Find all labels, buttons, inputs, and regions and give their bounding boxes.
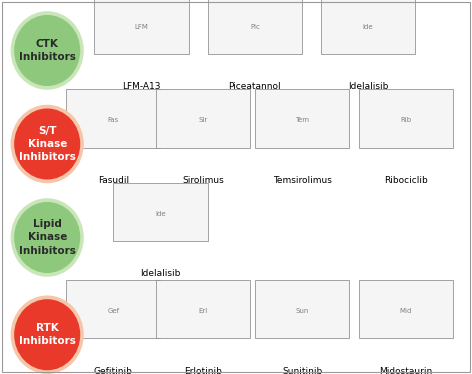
Text: Rib: Rib — [400, 117, 412, 123]
FancyBboxPatch shape — [66, 89, 160, 148]
Text: Ide: Ide — [363, 24, 373, 30]
Text: Fas: Fas — [108, 117, 119, 123]
Text: Temsirolimus: Temsirolimus — [273, 176, 331, 185]
Text: Tem: Tem — [295, 117, 309, 123]
Text: Gef: Gef — [107, 308, 119, 314]
Text: Mid: Mid — [400, 308, 412, 314]
Text: Midostaurin: Midostaurin — [379, 367, 432, 374]
Ellipse shape — [14, 299, 80, 370]
FancyBboxPatch shape — [94, 0, 189, 54]
Ellipse shape — [10, 198, 84, 277]
Ellipse shape — [10, 295, 84, 374]
Text: Erl: Erl — [198, 308, 208, 314]
FancyBboxPatch shape — [359, 89, 453, 148]
Ellipse shape — [14, 108, 80, 180]
Text: Erlotinib: Erlotinib — [184, 367, 222, 374]
Text: CTK
Inhibitors: CTK Inhibitors — [19, 39, 76, 62]
Text: Lipid
Kinase
Inhibitors: Lipid Kinase Inhibitors — [19, 219, 76, 256]
FancyBboxPatch shape — [208, 0, 302, 54]
Ellipse shape — [14, 202, 80, 273]
FancyBboxPatch shape — [255, 89, 349, 148]
Text: LFM: LFM — [135, 24, 149, 30]
Text: Sir: Sir — [198, 117, 208, 123]
Text: Ide: Ide — [155, 211, 166, 217]
Text: Sun: Sun — [295, 308, 309, 314]
Text: Piceatannol: Piceatannol — [228, 82, 281, 91]
Text: Gefitinib: Gefitinib — [94, 367, 133, 374]
Text: Idelalisib: Idelalisib — [140, 269, 181, 278]
Text: Ribociclib: Ribociclib — [384, 176, 428, 185]
FancyBboxPatch shape — [359, 280, 453, 338]
FancyBboxPatch shape — [255, 280, 349, 338]
FancyBboxPatch shape — [321, 0, 415, 54]
Ellipse shape — [14, 15, 80, 86]
Text: Idelalisib: Idelalisib — [348, 82, 388, 91]
Text: RTK
Inhibitors: RTK Inhibitors — [19, 323, 76, 346]
Text: Sirolimus: Sirolimus — [182, 176, 224, 185]
Text: S/T
Kinase
Inhibitors: S/T Kinase Inhibitors — [19, 126, 76, 162]
FancyBboxPatch shape — [156, 89, 250, 148]
Text: Fasudil: Fasudil — [98, 176, 129, 185]
FancyBboxPatch shape — [66, 280, 160, 338]
Text: LFM-A13: LFM-A13 — [122, 82, 161, 91]
FancyBboxPatch shape — [113, 183, 208, 241]
Text: Pic: Pic — [250, 24, 260, 30]
Text: Sunitinib: Sunitinib — [282, 367, 322, 374]
Ellipse shape — [10, 11, 84, 90]
Ellipse shape — [10, 105, 84, 183]
FancyBboxPatch shape — [156, 280, 250, 338]
